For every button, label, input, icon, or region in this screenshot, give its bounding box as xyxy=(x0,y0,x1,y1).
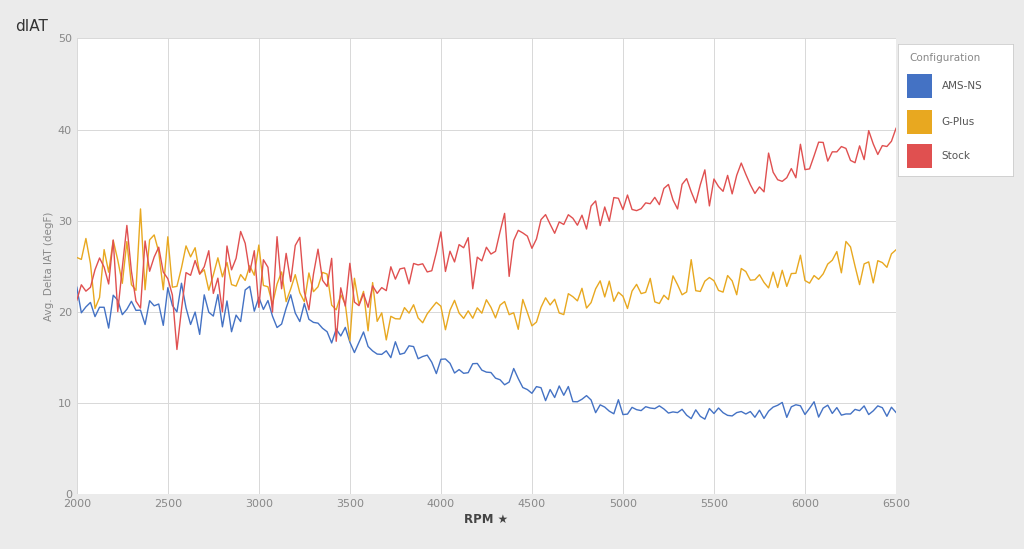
AMS-NS xyxy=(175,280,187,287)
Stock xyxy=(171,346,183,353)
G-Plus xyxy=(143,237,156,243)
Stock xyxy=(467,285,479,292)
Text: dIAT: dIAT xyxy=(15,19,48,35)
Line: AMS-NS: AMS-NS xyxy=(77,283,896,419)
Stock xyxy=(303,306,315,313)
Stock xyxy=(139,238,152,244)
Stock xyxy=(754,183,766,190)
AMS-NS xyxy=(71,284,83,290)
AMS-NS xyxy=(139,321,152,328)
Y-axis label: Avg. Delta IAT (degF): Avg. Delta IAT (degF) xyxy=(44,211,53,321)
AMS-NS xyxy=(467,360,479,367)
X-axis label: RPM ★: RPM ★ xyxy=(464,513,509,526)
G-Plus xyxy=(471,305,483,311)
G-Plus xyxy=(198,266,210,273)
Bar xyxy=(907,74,933,98)
Bar xyxy=(907,144,933,168)
G-Plus xyxy=(344,338,356,344)
AMS-NS xyxy=(471,360,483,367)
Line: G-Plus: G-Plus xyxy=(77,209,896,341)
G-Plus xyxy=(890,247,902,253)
G-Plus xyxy=(303,270,315,276)
AMS-NS xyxy=(758,415,770,422)
AMS-NS xyxy=(303,316,315,323)
AMS-NS xyxy=(198,292,210,298)
G-Plus xyxy=(476,310,488,316)
Stock xyxy=(71,297,83,304)
Text: Stock: Stock xyxy=(942,151,971,161)
AMS-NS xyxy=(698,416,711,422)
Stock xyxy=(471,254,483,260)
Stock xyxy=(198,264,210,270)
G-Plus xyxy=(71,254,83,261)
G-Plus xyxy=(134,206,146,212)
Bar xyxy=(907,110,933,133)
Text: Configuration: Configuration xyxy=(909,53,981,63)
AMS-NS xyxy=(890,409,902,416)
Text: AMS-NS: AMS-NS xyxy=(942,81,982,91)
Text: G-Plus: G-Plus xyxy=(942,116,975,127)
Line: Stock: Stock xyxy=(77,128,896,350)
Stock xyxy=(890,125,902,132)
G-Plus xyxy=(758,279,770,286)
